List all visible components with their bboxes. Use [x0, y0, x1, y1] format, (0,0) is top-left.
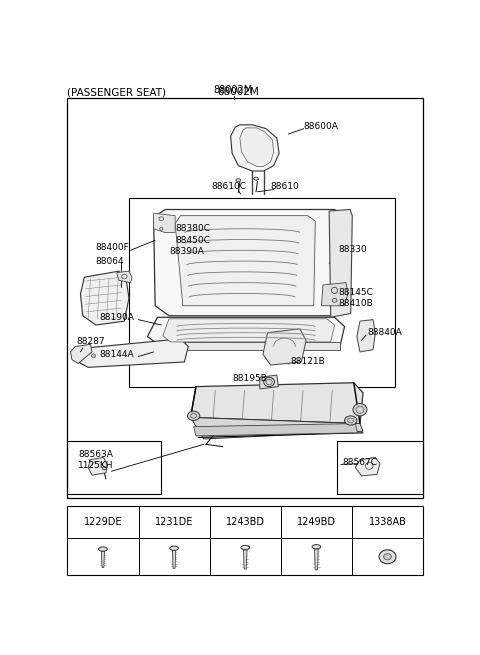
Polygon shape [147, 317, 345, 346]
Text: (PASSENGER SEAT): (PASSENGER SEAT) [67, 88, 167, 98]
Text: 88002M: 88002M [217, 88, 259, 98]
Polygon shape [71, 345, 92, 364]
Polygon shape [191, 383, 363, 426]
Polygon shape [172, 551, 176, 569]
Bar [67, 506, 423, 575]
Ellipse shape [345, 416, 357, 425]
Polygon shape [314, 549, 318, 570]
Polygon shape [357, 320, 375, 352]
Text: 88410B: 88410B [338, 299, 373, 308]
Text: 88144A: 88144A [100, 350, 134, 359]
Ellipse shape [241, 546, 250, 550]
Polygon shape [322, 283, 348, 306]
Polygon shape [88, 457, 108, 475]
Text: 88380C: 88380C [175, 224, 210, 233]
Polygon shape [193, 424, 358, 436]
Polygon shape [81, 271, 129, 325]
Ellipse shape [188, 411, 200, 421]
Polygon shape [260, 375, 278, 389]
Text: 88330: 88330 [338, 245, 367, 254]
Text: 88287: 88287 [77, 337, 105, 346]
Ellipse shape [312, 544, 321, 549]
Text: 88450C: 88450C [175, 236, 210, 245]
Ellipse shape [236, 179, 240, 182]
Polygon shape [161, 342, 340, 350]
Polygon shape [75, 339, 188, 367]
Text: 88195B: 88195B [232, 375, 267, 383]
Text: 88610: 88610 [271, 182, 300, 191]
Text: 88002M: 88002M [214, 85, 253, 95]
Polygon shape [329, 210, 352, 317]
Ellipse shape [379, 550, 396, 564]
Polygon shape [163, 319, 335, 342]
Ellipse shape [102, 466, 106, 470]
Polygon shape [175, 215, 315, 306]
Polygon shape [355, 457, 380, 476]
Polygon shape [240, 128, 274, 166]
Polygon shape [117, 271, 132, 283]
Text: 88400F: 88400F [95, 244, 129, 252]
Text: 88563A: 88563A [78, 450, 113, 459]
Polygon shape [154, 214, 175, 233]
Bar [337, 441, 423, 495]
Text: 88610C: 88610C [211, 182, 246, 191]
Polygon shape [101, 552, 105, 567]
Text: 1229DE: 1229DE [84, 517, 122, 527]
Text: 88600A: 88600A [304, 122, 338, 131]
Bar [67, 98, 423, 498]
Polygon shape [243, 550, 247, 569]
Polygon shape [154, 210, 346, 316]
Ellipse shape [353, 403, 367, 416]
Text: 1125KH: 1125KH [78, 461, 114, 470]
Text: 88064: 88064 [95, 257, 124, 265]
Text: 1249BD: 1249BD [297, 517, 336, 527]
Bar [129, 198, 395, 386]
Text: 1231DE: 1231DE [155, 517, 193, 527]
Ellipse shape [92, 354, 96, 358]
Polygon shape [230, 125, 279, 171]
Text: 88390A: 88390A [169, 248, 204, 256]
Polygon shape [263, 329, 306, 365]
Text: 88840A: 88840A [368, 328, 402, 337]
Text: 88145C: 88145C [338, 288, 373, 297]
Text: 88121B: 88121B [291, 358, 325, 366]
Text: 88190A: 88190A [100, 313, 134, 322]
Bar [67, 441, 161, 495]
Polygon shape [191, 417, 363, 439]
Ellipse shape [170, 546, 179, 550]
Ellipse shape [264, 377, 275, 386]
Ellipse shape [384, 553, 391, 560]
Text: 88567C: 88567C [342, 458, 377, 466]
Text: 1243BD: 1243BD [226, 517, 265, 527]
Text: 1338AB: 1338AB [369, 517, 407, 527]
Ellipse shape [254, 177, 258, 180]
Ellipse shape [98, 547, 107, 552]
